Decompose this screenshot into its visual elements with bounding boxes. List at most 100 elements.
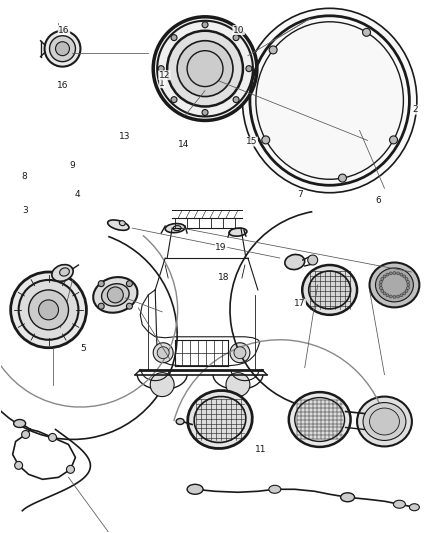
Circle shape <box>405 278 408 280</box>
Circle shape <box>393 295 396 298</box>
Circle shape <box>269 46 277 54</box>
Ellipse shape <box>176 418 184 424</box>
Circle shape <box>383 292 386 295</box>
Circle shape <box>383 275 386 278</box>
Ellipse shape <box>357 397 412 447</box>
Ellipse shape <box>229 228 247 236</box>
Text: 6: 6 <box>375 196 381 205</box>
Ellipse shape <box>370 408 399 435</box>
Ellipse shape <box>60 268 69 276</box>
Circle shape <box>28 290 68 330</box>
Circle shape <box>386 273 389 276</box>
Ellipse shape <box>165 223 185 233</box>
Circle shape <box>230 343 250 362</box>
Circle shape <box>400 273 403 276</box>
Circle shape <box>233 96 239 103</box>
Circle shape <box>167 31 243 107</box>
Ellipse shape <box>93 277 138 313</box>
Ellipse shape <box>119 221 125 225</box>
Circle shape <box>49 433 57 441</box>
Circle shape <box>19 280 78 340</box>
Text: 4: 4 <box>74 190 80 199</box>
Text: 16: 16 <box>58 26 70 35</box>
Ellipse shape <box>173 225 181 231</box>
Text: 12: 12 <box>159 71 170 80</box>
Circle shape <box>171 96 177 103</box>
Text: 2: 2 <box>413 105 418 114</box>
Ellipse shape <box>370 263 419 308</box>
Circle shape <box>98 303 104 309</box>
Circle shape <box>157 347 169 359</box>
Circle shape <box>386 294 389 297</box>
Circle shape <box>107 287 124 303</box>
Ellipse shape <box>410 504 419 511</box>
Circle shape <box>389 295 392 298</box>
Circle shape <box>403 292 406 295</box>
Text: 17: 17 <box>294 299 306 308</box>
Circle shape <box>246 66 252 71</box>
Ellipse shape <box>108 220 129 230</box>
Circle shape <box>158 66 164 71</box>
Circle shape <box>389 272 392 275</box>
Circle shape <box>381 278 384 280</box>
Circle shape <box>381 289 384 293</box>
Circle shape <box>379 280 382 284</box>
Text: 5: 5 <box>81 344 87 353</box>
Circle shape <box>403 275 406 278</box>
Circle shape <box>98 281 104 287</box>
Circle shape <box>393 271 396 274</box>
Circle shape <box>407 284 410 286</box>
Circle shape <box>363 28 371 36</box>
Ellipse shape <box>285 254 305 270</box>
Text: 13: 13 <box>120 132 131 141</box>
Ellipse shape <box>194 397 246 442</box>
Circle shape <box>187 51 223 86</box>
Circle shape <box>202 22 208 28</box>
Ellipse shape <box>52 264 73 281</box>
Circle shape <box>396 272 399 275</box>
Ellipse shape <box>289 392 350 447</box>
Circle shape <box>56 42 70 55</box>
Circle shape <box>127 303 132 309</box>
Circle shape <box>406 280 410 284</box>
Text: 18: 18 <box>218 272 229 281</box>
Circle shape <box>127 281 132 287</box>
Ellipse shape <box>187 484 203 494</box>
Circle shape <box>153 343 173 362</box>
Text: 16: 16 <box>57 81 68 90</box>
Text: 14: 14 <box>178 140 190 149</box>
Circle shape <box>150 373 174 397</box>
Circle shape <box>400 294 403 297</box>
Ellipse shape <box>14 419 25 427</box>
Circle shape <box>11 272 86 348</box>
Circle shape <box>202 109 208 116</box>
Text: 3: 3 <box>22 206 28 215</box>
Text: 7: 7 <box>297 190 303 199</box>
Circle shape <box>396 295 399 298</box>
Text: 15: 15 <box>246 137 258 146</box>
Ellipse shape <box>393 500 406 508</box>
Ellipse shape <box>269 486 281 493</box>
Circle shape <box>45 31 81 67</box>
Ellipse shape <box>363 402 406 440</box>
Text: 9: 9 <box>70 161 76 170</box>
Circle shape <box>308 255 318 265</box>
Ellipse shape <box>302 265 357 315</box>
Circle shape <box>339 174 346 182</box>
Ellipse shape <box>309 271 350 309</box>
Circle shape <box>233 35 239 41</box>
Circle shape <box>21 431 30 439</box>
Text: 19: 19 <box>215 244 227 253</box>
Circle shape <box>171 35 177 41</box>
Circle shape <box>39 300 59 320</box>
Text: 10: 10 <box>233 26 244 35</box>
Ellipse shape <box>188 391 252 449</box>
Ellipse shape <box>242 9 417 193</box>
Circle shape <box>177 41 233 96</box>
Circle shape <box>67 465 74 473</box>
Ellipse shape <box>375 268 413 302</box>
Circle shape <box>234 347 246 359</box>
Ellipse shape <box>102 284 129 306</box>
Circle shape <box>226 373 250 397</box>
Ellipse shape <box>341 493 355 502</box>
